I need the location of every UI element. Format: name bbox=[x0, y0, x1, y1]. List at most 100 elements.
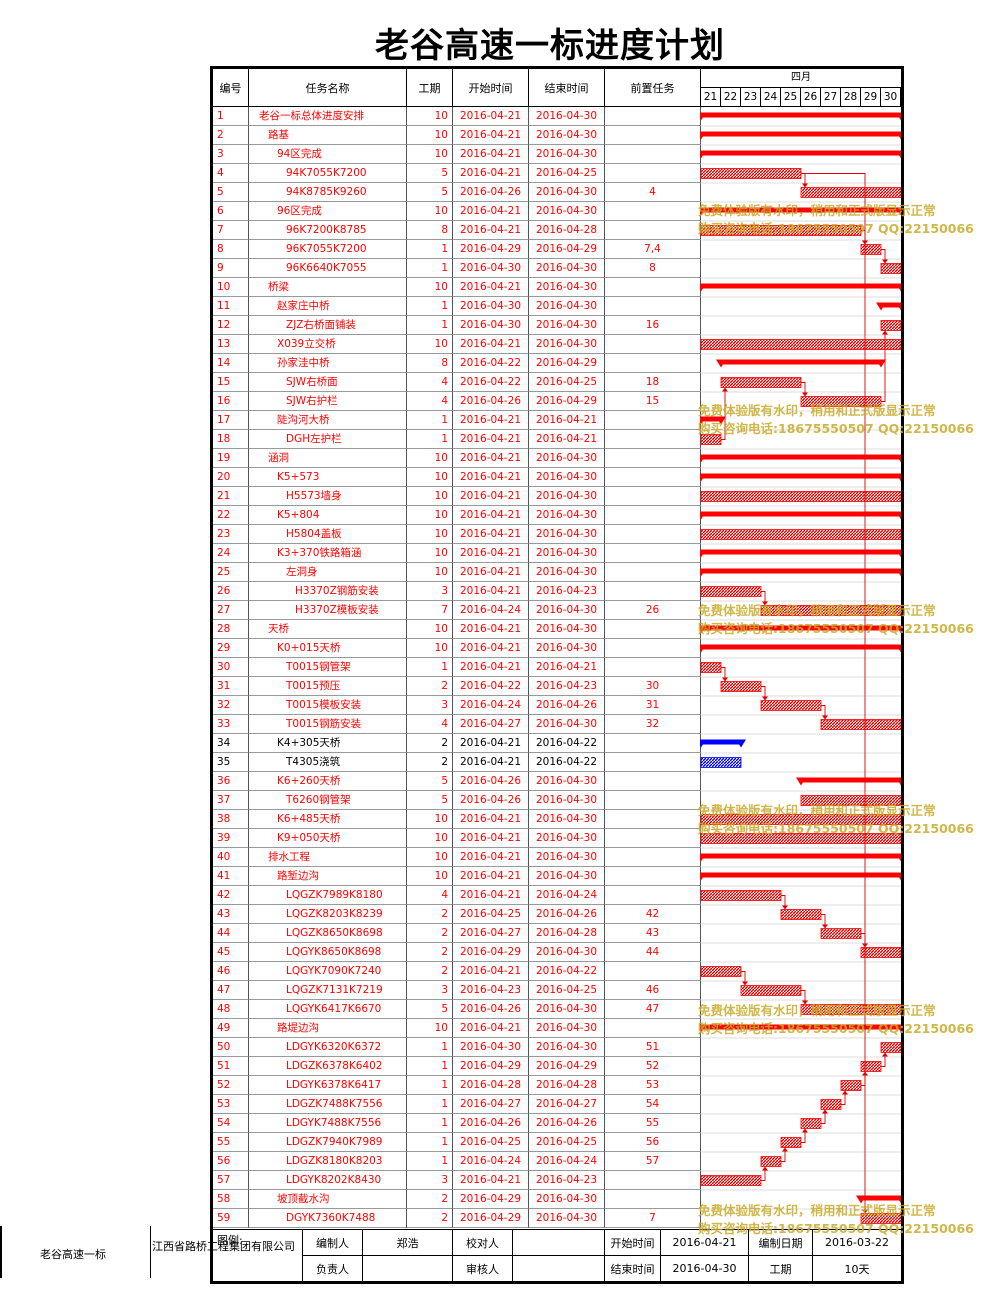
table-row[interactable]: 53 LDGZK7488K7556 1 2016-04-27 2016-04-27 54 bbox=[213, 1095, 701, 1114]
task-start[interactable]: 2016-04-21 bbox=[453, 639, 529, 658]
task-name[interactable]: 96区完成 bbox=[249, 202, 407, 221]
task-pred[interactable] bbox=[605, 620, 701, 639]
task-name[interactable]: 路基 bbox=[249, 126, 407, 145]
task-name[interactable]: LDGZK7940K7989 bbox=[249, 1133, 407, 1152]
task-pred[interactable] bbox=[605, 734, 701, 753]
task-start[interactable]: 2016-04-21 bbox=[453, 107, 529, 126]
table-row[interactable]: 58 坡顶截水沟 2 2016-04-29 2016-04-30 bbox=[213, 1190, 701, 1209]
task-duration[interactable]: 3 bbox=[407, 696, 453, 715]
task-start[interactable]: 2016-04-21 bbox=[453, 582, 529, 601]
task-end[interactable]: 2016-04-25 bbox=[529, 1133, 605, 1152]
task-pred[interactable] bbox=[605, 164, 701, 183]
task-name[interactable]: LQGYK8650K8698 bbox=[249, 943, 407, 962]
task-duration[interactable]: 10 bbox=[407, 639, 453, 658]
task-name[interactable]: H3370Z钢筋安装 bbox=[249, 582, 407, 601]
task-duration[interactable]: 10 bbox=[407, 544, 453, 563]
task-pred[interactable] bbox=[605, 1019, 701, 1038]
task-pred[interactable]: 42 bbox=[605, 905, 701, 924]
task-duration[interactable]: 1 bbox=[407, 259, 453, 278]
task-end[interactable]: 2016-04-30 bbox=[529, 183, 605, 202]
task-name[interactable]: LQGZK8650K8698 bbox=[249, 924, 407, 943]
task-start[interactable]: 2016-04-24 bbox=[453, 1152, 529, 1171]
task-id[interactable]: 24 bbox=[213, 544, 249, 563]
task-start[interactable]: 2016-04-29 bbox=[453, 240, 529, 259]
task-pred[interactable] bbox=[605, 107, 701, 126]
table-row[interactable]: 56 LDGZK8180K8203 1 2016-04-24 2016-04-24 57 bbox=[213, 1152, 701, 1171]
task-start[interactable]: 2016-04-30 bbox=[453, 259, 529, 278]
table-row[interactable]: 14 孙家洼中桥 8 2016-04-22 2016-04-29 bbox=[213, 354, 701, 373]
table-row[interactable]: 54 LDGYK7488K7556 1 2016-04-26 2016-04-26 55 bbox=[213, 1114, 701, 1133]
header-name[interactable]: 任务名称 bbox=[249, 69, 407, 107]
task-end[interactable]: 2016-04-30 bbox=[529, 867, 605, 886]
task-name[interactable]: 左洞身 bbox=[249, 563, 407, 582]
task-duration[interactable]: 1 bbox=[407, 658, 453, 677]
task-pred[interactable]: 7 bbox=[605, 1209, 701, 1228]
task-name[interactable]: SJW右护栏 bbox=[249, 392, 407, 411]
table-row[interactable]: 12 ZJZ右桥面铺装 1 2016-04-30 2016-04-30 16 bbox=[213, 316, 701, 335]
start-value[interactable]: 2016-04-21 bbox=[661, 1229, 749, 1255]
task-pred[interactable] bbox=[605, 468, 701, 487]
table-row[interactable]: 57 LDGYK8202K8430 3 2016-04-21 2016-04-23 bbox=[213, 1171, 701, 1190]
task-duration[interactable]: 3 bbox=[407, 981, 453, 1000]
task-end[interactable]: 2016-04-24 bbox=[529, 1152, 605, 1171]
task-end[interactable]: 2016-04-22 bbox=[529, 962, 605, 981]
task-end[interactable]: 2016-04-23 bbox=[529, 1171, 605, 1190]
task-end[interactable]: 2016-04-30 bbox=[529, 1019, 605, 1038]
task-pred[interactable] bbox=[605, 886, 701, 905]
task-name[interactable]: LDGYK6378K6417 bbox=[249, 1076, 407, 1095]
task-start[interactable]: 2016-04-29 bbox=[453, 1190, 529, 1209]
task-id[interactable]: 41 bbox=[213, 867, 249, 886]
task-end[interactable]: 2016-04-29 bbox=[529, 1057, 605, 1076]
task-name[interactable]: 94K8785K9260 bbox=[249, 183, 407, 202]
task-id[interactable]: 34 bbox=[213, 734, 249, 753]
table-row[interactable]: 8 96K7055K7200 1 2016-04-29 2016-04-29 7,4 bbox=[213, 240, 701, 259]
table-row[interactable]: 36 K6+260天桥 5 2016-04-26 2016-04-30 bbox=[213, 772, 701, 791]
task-id[interactable]: 5 bbox=[213, 183, 249, 202]
task-duration[interactable]: 3 bbox=[407, 1171, 453, 1190]
task-start[interactable]: 2016-04-27 bbox=[453, 1095, 529, 1114]
task-pred[interactable]: 47 bbox=[605, 1000, 701, 1019]
task-id[interactable]: 23 bbox=[213, 525, 249, 544]
task-id[interactable]: 15 bbox=[213, 373, 249, 392]
task-pred[interactable]: 56 bbox=[605, 1133, 701, 1152]
task-start[interactable]: 2016-04-26 bbox=[453, 1000, 529, 1019]
task-id[interactable]: 16 bbox=[213, 392, 249, 411]
table-row[interactable]: 52 LDGYK6378K6417 1 2016-04-28 2016-04-28 53 bbox=[213, 1076, 701, 1095]
reviewer-value[interactable] bbox=[513, 1255, 605, 1281]
task-name[interactable]: LQGZK7131K7219 bbox=[249, 981, 407, 1000]
task-end[interactable]: 2016-04-29 bbox=[529, 240, 605, 259]
task-start[interactable]: 2016-04-25 bbox=[453, 905, 529, 924]
task-id[interactable]: 1 bbox=[213, 107, 249, 126]
task-name[interactable]: 94区完成 bbox=[249, 145, 407, 164]
task-name[interactable]: LDGYK7488K7556 bbox=[249, 1114, 407, 1133]
task-duration[interactable]: 1 bbox=[407, 316, 453, 335]
task-name[interactable]: LQGZK8203K8239 bbox=[249, 905, 407, 924]
task-id[interactable]: 19 bbox=[213, 449, 249, 468]
task-id[interactable]: 8 bbox=[213, 240, 249, 259]
task-duration[interactable]: 10 bbox=[407, 145, 453, 164]
task-start[interactable]: 2016-04-21 bbox=[453, 1019, 529, 1038]
table-row[interactable]: 21 H5573墙身 10 2016-04-21 2016-04-30 bbox=[213, 487, 701, 506]
table-row[interactable]: 43 LQGZK8203K8239 2 2016-04-25 2016-04-26 42 bbox=[213, 905, 701, 924]
task-id[interactable]: 21 bbox=[213, 487, 249, 506]
task-id[interactable]: 20 bbox=[213, 468, 249, 487]
task-start[interactable]: 2016-04-21 bbox=[453, 886, 529, 905]
task-name[interactable]: K4+305天桥 bbox=[249, 734, 407, 753]
task-duration[interactable]: 10 bbox=[407, 107, 453, 126]
table-row[interactable]: 34 K4+305天桥 2 2016-04-21 2016-04-22 bbox=[213, 734, 701, 753]
table-row[interactable]: 13 X039立交桥 10 2016-04-21 2016-04-30 bbox=[213, 335, 701, 354]
task-end[interactable]: 2016-04-23 bbox=[529, 582, 605, 601]
task-duration[interactable]: 8 bbox=[407, 221, 453, 240]
task-name[interactable]: K5+804 bbox=[249, 506, 407, 525]
task-duration[interactable]: 2 bbox=[407, 753, 453, 772]
task-pred[interactable]: 26 bbox=[605, 601, 701, 620]
table-row[interactable]: 22 K5+804 10 2016-04-21 2016-04-30 bbox=[213, 506, 701, 525]
task-end[interactable]: 2016-04-30 bbox=[529, 791, 605, 810]
task-duration[interactable]: 2 bbox=[407, 1190, 453, 1209]
task-id[interactable]: 57 bbox=[213, 1171, 249, 1190]
task-start[interactable]: 2016-04-21 bbox=[453, 848, 529, 867]
task-end[interactable]: 2016-04-25 bbox=[529, 373, 605, 392]
task-end[interactable]: 2016-04-30 bbox=[529, 468, 605, 487]
header-duration[interactable]: 工期 bbox=[407, 69, 453, 107]
task-start[interactable]: 2016-04-21 bbox=[453, 278, 529, 297]
